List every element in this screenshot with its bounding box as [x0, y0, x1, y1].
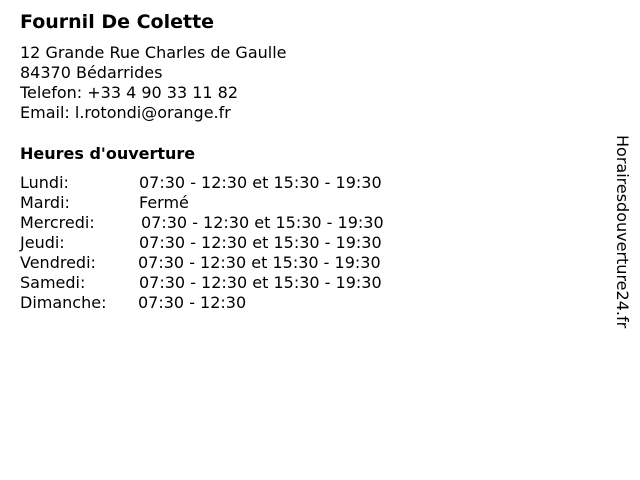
street-address: 12 Grande Rue Charles de Gaulle: [20, 43, 287, 62]
day-hours: 07:30 - 12:30: [138, 293, 247, 312]
city-address: 84370 Bédarrides: [20, 63, 163, 82]
site-watermark: Horairesdouverture24.fr: [613, 135, 632, 329]
day-hours: 07:30 - 12:30 et 15:30 - 19:30: [139, 233, 382, 252]
day-label: Lundi:: [20, 173, 69, 192]
day-label: Vendredi:: [20, 253, 96, 272]
day-hours: 07:30 - 12:30 et 15:30 - 19:30: [139, 173, 382, 192]
day-label: Jeudi:: [20, 233, 65, 252]
business-name: Fournil De Colette: [20, 11, 215, 33]
hours-row: Mardi: Fermé: [20, 193, 189, 213]
day-label: Mardi:: [20, 193, 70, 212]
hours-heading: Heures d'ouverture: [20, 144, 196, 163]
day-label: Samedi:: [20, 273, 86, 292]
day-label: Dimanche:: [20, 293, 107, 312]
phone-number: Telefon: +33 4 90 33 11 82: [20, 83, 239, 102]
hours-row: Mercredi: 07:30 - 12:30 et 15:30 - 19:30: [20, 213, 384, 233]
hours-row: Vendredi: 07:30 - 12:30 et 15:30 - 19:30: [20, 253, 381, 273]
hours-row: Dimanche: 07:30 - 12:30: [20, 293, 246, 313]
hours-row: Jeudi: 07:30 - 12:30 et 15:30 - 19:30: [20, 233, 382, 253]
email-address: Email: l.rotondi@orange.fr: [20, 103, 231, 122]
business-contact: 12 Grande Rue Charles de Gaulle 84370 Bé…: [20, 43, 287, 123]
day-hours: 07:30 - 12:30 et 15:30 - 19:30: [139, 273, 382, 292]
hours-table: Lundi: 07:30 - 12:30 et 15:30 - 19:30 Mar…: [20, 173, 384, 313]
day-label: Mercredi:: [20, 213, 95, 232]
hours-row: Lundi: 07:30 - 12:30 et 15:30 - 19:30: [20, 173, 382, 193]
day-hours: Fermé: [139, 193, 189, 212]
day-hours: 07:30 - 12:30 et 15:30 - 19:30: [141, 213, 384, 232]
day-hours: 07:30 - 12:30 et 15:30 - 19:30: [138, 253, 381, 272]
hours-row: Samedi: 07:30 - 12:30 et 15:30 - 19:30: [20, 273, 382, 293]
